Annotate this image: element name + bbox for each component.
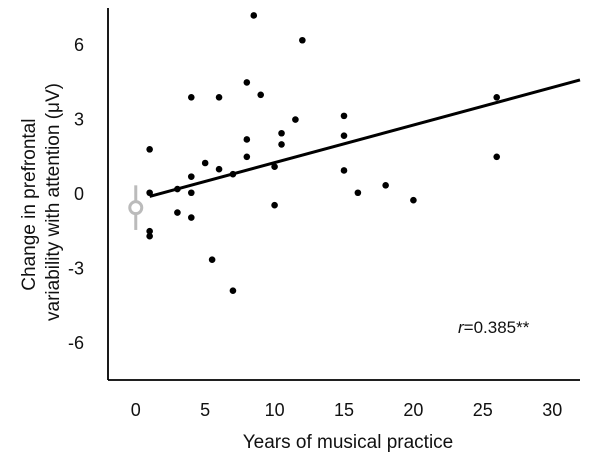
y-axis-title: Change in prefrontal variability with at… — [19, 83, 64, 321]
x-tick-label: 25 — [473, 400, 493, 420]
data-point — [174, 185, 181, 193]
y-tick-label: 3 — [74, 110, 84, 130]
data-point — [493, 153, 501, 161]
data-point — [257, 91, 265, 99]
data-point — [215, 165, 223, 173]
x-tick-label: 10 — [265, 400, 285, 420]
y-tick-label: -3 — [68, 258, 84, 278]
y-tick-labels: -6 -3 0 3 6 — [68, 35, 84, 353]
data-point — [174, 209, 181, 216]
data-point — [292, 116, 299, 123]
x-tick-label: 20 — [403, 400, 423, 420]
x-tick-label: 30 — [542, 400, 562, 420]
data-point — [243, 136, 251, 143]
data-point — [201, 159, 209, 167]
x-tick-label: 5 — [200, 400, 210, 420]
data-point — [229, 287, 237, 295]
y-axis-title-line-2: variability with attention (μV) — [43, 83, 64, 321]
data-point — [271, 163, 278, 171]
data-point — [187, 189, 195, 197]
data-point — [146, 189, 153, 197]
data-point — [354, 189, 362, 197]
data-point — [187, 173, 195, 180]
data-point — [243, 79, 251, 86]
data-point — [243, 153, 251, 161]
r-symbol: r — [458, 318, 465, 337]
reference-point — [128, 200, 144, 216]
y-tick-label: 6 — [74, 35, 84, 55]
data-point — [250, 12, 258, 19]
y-tick-label: 0 — [74, 184, 84, 204]
correlation-annotation: r=0.385** — [458, 318, 530, 337]
data-point — [340, 167, 348, 174]
reference-point-group — [128, 185, 144, 230]
data-point — [299, 36, 306, 44]
y-axis-title-line-1: Change in prefrontal — [19, 119, 40, 291]
data-point — [382, 182, 389, 189]
data-point — [187, 214, 195, 221]
data-point — [278, 129, 285, 137]
x-axis-title: Years of musical practice — [243, 432, 454, 453]
data-point — [215, 93, 223, 101]
data-point — [340, 132, 348, 140]
data-point — [208, 256, 216, 264]
data-point — [187, 93, 195, 101]
data-points — [146, 12, 501, 295]
data-point — [229, 170, 237, 178]
r-value: =0.385** — [464, 318, 530, 337]
x-tick-label: 15 — [334, 400, 354, 420]
x-tick-labels: 0 5 10 15 20 25 30 — [131, 400, 562, 420]
data-point — [146, 146, 153, 153]
data-point — [146, 232, 153, 240]
regression-line — [149, 78, 581, 198]
data-point — [278, 141, 285, 148]
x-tick-label: 0 — [131, 400, 141, 420]
data-point — [410, 196, 417, 204]
y-tick-label: -6 — [68, 333, 84, 353]
data-point — [271, 201, 278, 209]
data-point — [493, 93, 501, 101]
data-point — [146, 227, 153, 235]
data-point — [340, 112, 348, 120]
